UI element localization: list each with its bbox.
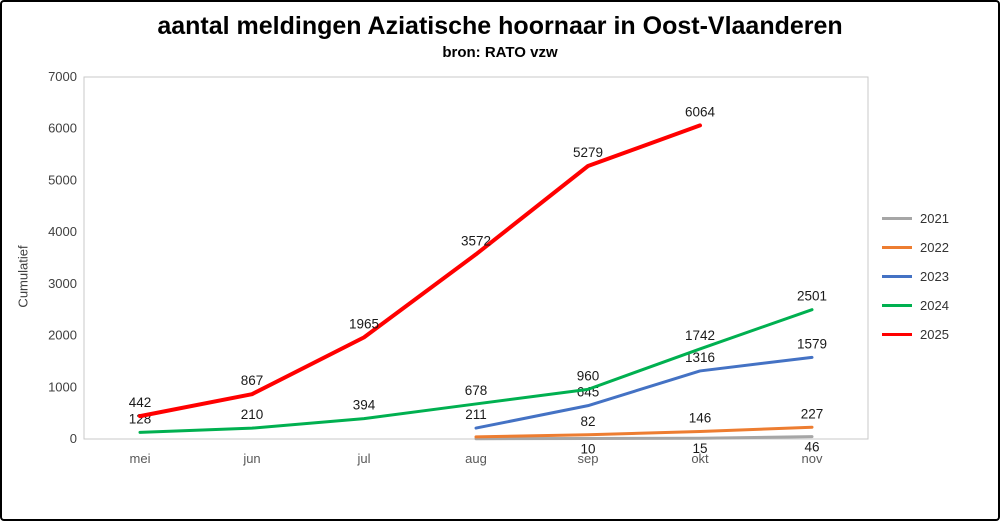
legend-item-2025: 2025: [882, 327, 984, 342]
data-label-2024: 394: [353, 397, 376, 412]
data-label-2024: 960: [577, 368, 600, 383]
y-tick-label: 3000: [48, 276, 77, 291]
legend-label: 2021: [920, 211, 949, 227]
chart-title: aantal meldingen Aziatische hoornaar in …: [157, 12, 843, 40]
chart-row: Cumulatief 0 1000 2000 3000 4000 5000 6000 7000…: [10, 67, 990, 492]
legend-line-swatch: [882, 275, 912, 279]
data-label-2024: 210: [241, 407, 264, 422]
chart-subtitle: bron: RATO vzw: [442, 43, 558, 61]
data-label-2023: 1316: [685, 350, 715, 365]
data-label-2025: 5279: [573, 145, 603, 160]
legend-label: 2022: [920, 240, 949, 256]
series-line-2024: [138, 307, 814, 434]
legend-line-swatch: [882, 246, 912, 250]
data-label-2025: 6064: [685, 104, 716, 119]
series-line-2025: [138, 123, 702, 418]
x-tick-label: aug: [465, 451, 487, 466]
y-tick-label: 2000: [48, 327, 77, 342]
x-tick-label: okt: [691, 451, 709, 466]
plot-area: 0 1000 2000 3000 4000 5000 6000 7000 mei jun jul au…: [36, 67, 876, 492]
legend-label: 2025: [920, 327, 949, 343]
x-tick-label: mei: [130, 451, 151, 466]
series-line-2021: [474, 434, 814, 440]
x-tick-label: jun: [242, 451, 260, 466]
legend-item-2022: 2022: [882, 240, 984, 255]
series-line-2022: [474, 425, 814, 439]
legend-line-swatch: [882, 217, 912, 221]
data-label-2025: 442: [129, 395, 152, 410]
data-label-2025: 867: [241, 373, 264, 388]
data-label-2021: 46: [804, 439, 819, 454]
y-tick-label: 4000: [48, 224, 77, 239]
y-axis-title-wrap: Cumulatief: [10, 67, 36, 487]
data-label-2024: 678: [465, 383, 488, 398]
x-tick-label: sep: [578, 451, 599, 466]
x-tick-label: jul: [356, 451, 370, 466]
legend-item-2023: 2023: [882, 269, 984, 284]
legend-label: 2024: [920, 298, 949, 314]
data-label-2025: 1965: [349, 316, 379, 331]
data-label-2022: 146: [689, 410, 712, 425]
chart-canvas: 0 1000 2000 3000 4000 5000 6000 7000 mei jun jul au…: [48, 69, 869, 466]
y-tick-label: 0: [70, 431, 77, 446]
data-label-2022: 82: [580, 414, 595, 429]
y-axis-title: Cumulatief: [15, 245, 31, 308]
legend-item-2024: 2024: [882, 298, 984, 313]
legend: 2021 2022 2023 2024 2025: [876, 67, 984, 487]
data-label-2024: 2501: [797, 288, 827, 303]
legend-line-swatch: [882, 333, 912, 337]
data-label-2022: 227: [801, 406, 824, 421]
x-tick-label: nov: [802, 451, 823, 466]
y-tick-label: 1000: [48, 379, 77, 394]
data-label-2024: 1742: [685, 328, 715, 343]
legend-label: 2023: [920, 269, 949, 285]
data-label-2025: 3572: [461, 233, 491, 248]
data-label-2023: 1579: [797, 336, 827, 351]
data-label-2021: 15: [692, 441, 707, 456]
y-tick-label: 5000: [48, 172, 77, 187]
legend-item-2021: 2021: [882, 211, 984, 226]
data-label-2023: 211: [465, 407, 487, 422]
series-line-2023: [474, 355, 814, 430]
y-tick-label: 6000: [48, 120, 77, 135]
data-label-2021: 10: [580, 441, 595, 456]
legend-line-swatch: [882, 304, 912, 308]
y-tick-label: 7000: [48, 69, 77, 84]
